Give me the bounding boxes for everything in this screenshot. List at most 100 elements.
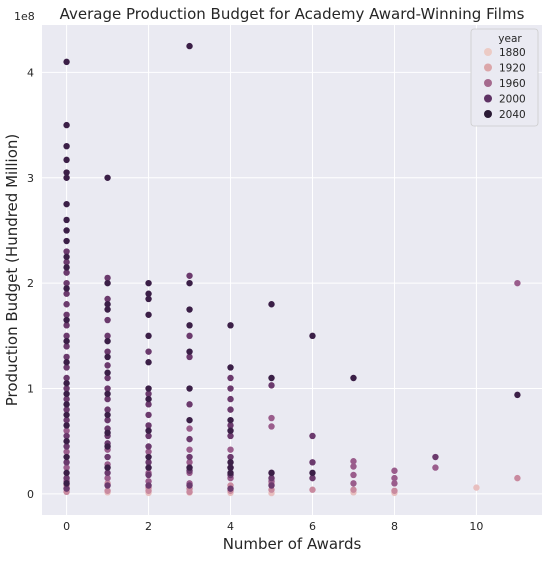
data-point: [186, 435, 193, 443]
data-point: [268, 414, 275, 422]
data-point: [227, 395, 234, 403]
data-point: [227, 432, 234, 440]
data-point: [63, 385, 70, 392]
data-point: [268, 374, 275, 382]
data-point: [63, 380, 70, 387]
data-point: [391, 480, 398, 487]
x-tick-labels: 0 2 4 6 8 10: [63, 520, 483, 533]
data-point: [186, 348, 193, 355]
legend-marker: [484, 79, 492, 87]
data-point: [186, 279, 193, 287]
data-point: [309, 474, 316, 482]
data-point: [186, 416, 193, 424]
data-point: [391, 487, 398, 494]
data-point: [63, 453, 70, 461]
data-point: [268, 301, 275, 308]
data-point: [104, 348, 111, 355]
data-point: [227, 427, 234, 434]
data-point: [63, 121, 70, 129]
data-point: [227, 422, 234, 429]
data-point: [186, 446, 193, 453]
data-point: [63, 416, 70, 424]
data-point: [391, 474, 398, 482]
data-point: [227, 385, 234, 392]
data-point: [186, 353, 193, 361]
data-point: [63, 374, 70, 382]
data-point: [227, 416, 234, 424]
data-point: [63, 448, 70, 455]
data-point: [514, 391, 521, 399]
legend-label: 2040: [499, 109, 526, 121]
data-point: [186, 42, 193, 50]
data-point: [227, 459, 234, 466]
data-point: [268, 469, 275, 477]
y-tick-label: 2: [27, 277, 34, 290]
data-point: [145, 471, 152, 479]
data-point: [104, 332, 111, 340]
data-point: [227, 364, 234, 371]
legend: year 1880 1920 1960 2000 2040: [470, 28, 539, 127]
data-point: [104, 295, 111, 303]
legend-title: year: [498, 33, 522, 45]
data-point: [268, 382, 275, 389]
data-point: [186, 425, 193, 432]
data-point: [350, 480, 357, 487]
data-point: [104, 362, 111, 369]
data-point: [63, 432, 70, 440]
data-point: [63, 269, 70, 276]
data-point: [104, 443, 111, 450]
data-point: [186, 322, 193, 329]
data-point: [186, 401, 193, 408]
data-point: [145, 453, 152, 461]
data-point: [145, 443, 152, 450]
y-tick-label: 4: [27, 66, 34, 79]
legend-label: 2000: [499, 94, 526, 106]
data-point: [104, 279, 111, 287]
data-point: [309, 469, 316, 477]
data-point: [63, 364, 70, 371]
data-point: [145, 395, 152, 403]
data-point: [145, 422, 152, 429]
data-point: [104, 429, 111, 437]
data-point: [63, 285, 70, 292]
y-tick-label: 1: [27, 383, 34, 396]
data-point: [104, 385, 111, 392]
data-point: [63, 395, 70, 403]
data-point: [145, 401, 152, 408]
data-point: [145, 332, 152, 340]
data-point: [63, 248, 70, 255]
data-point: [514, 474, 521, 482]
y-tick-label: 3: [27, 172, 34, 185]
data-point: [104, 316, 111, 324]
data-point: [145, 432, 152, 440]
data-point: [63, 401, 70, 408]
chart-title: Average Production Budget for Academy Aw…: [60, 5, 525, 23]
data-point: [63, 411, 70, 419]
data-point: [186, 306, 193, 313]
data-point: [145, 295, 152, 303]
data-point: [186, 272, 193, 279]
x-tick-label: 6: [309, 520, 316, 533]
data-point: [63, 390, 70, 398]
data-point: [227, 485, 234, 492]
data-point: [227, 322, 234, 329]
data-point: [227, 446, 234, 453]
data-point: [104, 453, 111, 461]
data-point: [186, 464, 193, 471]
data-point: [227, 469, 234, 477]
legend-marker: [484, 94, 492, 103]
data-point: [104, 416, 111, 424]
data-point: [63, 227, 70, 234]
data-point: [63, 169, 70, 176]
y-axis-label: Production Budget (Hundred Million): [3, 134, 21, 406]
legend-entries: 1880 1920 1960 2000 2040: [484, 47, 526, 121]
data-point: [63, 216, 70, 224]
plot-background: [42, 25, 542, 515]
data-point: [63, 58, 70, 66]
data-point: [391, 467, 398, 474]
data-point: [63, 422, 70, 429]
data-point: [104, 469, 111, 477]
data-point: [63, 359, 70, 366]
